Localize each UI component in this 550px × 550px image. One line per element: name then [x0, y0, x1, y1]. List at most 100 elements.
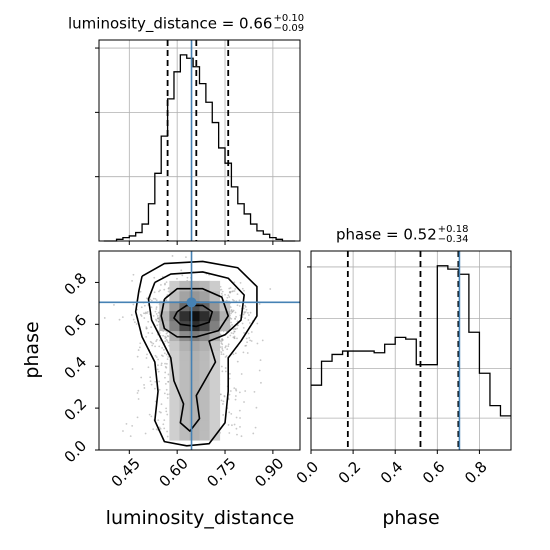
scatter-point: [137, 349, 140, 351]
density-cell: [219, 310, 231, 322]
scatter-point: [224, 346, 227, 349]
axes-frame: [98, 250, 301, 451]
scatter-point: [235, 427, 238, 430]
scatter-point: [163, 419, 166, 422]
scatter-point: [229, 291, 231, 293]
scatter-point: [163, 352, 166, 355]
scatter-point: [152, 315, 155, 317]
y-tick-label: 0.8: [61, 269, 91, 299]
scatter-point: [236, 304, 239, 307]
scatter-point: [234, 352, 237, 355]
density-cell: [179, 420, 190, 431]
scatter-point: [156, 368, 159, 371]
scatter-point: [239, 417, 241, 419]
scatter-point: [152, 428, 155, 431]
density-cell: [169, 340, 180, 351]
scatter-point: [226, 336, 229, 339]
scatter-point: [146, 353, 148, 356]
scatter-point: [247, 319, 250, 321]
scatter-point: [238, 299, 241, 302]
scatter-point: [154, 345, 156, 348]
scatter-point: [227, 343, 230, 346]
scatter-point: [157, 358, 159, 361]
scatter-point: [250, 331, 253, 333]
scatter-point: [161, 346, 164, 349]
scatter-point: [241, 287, 244, 290]
scatter-point: [153, 291, 156, 294]
density-cell: [169, 390, 180, 401]
scatter-point: [165, 281, 168, 284]
scatter-point: [156, 338, 158, 341]
scatter-point: [157, 320, 160, 323]
density-cell: [189, 430, 200, 441]
scatter-point: [167, 341, 170, 344]
scatter-point: [145, 357, 148, 359]
scatter-point: [159, 289, 161, 292]
density-cell: [169, 280, 180, 292]
scatter-point: [163, 427, 166, 430]
scatter-point: [150, 383, 153, 386]
scatter-point: [231, 311, 234, 313]
scatter-point: [135, 323, 138, 325]
scatter-point: [220, 288, 223, 291]
scatter-point: [244, 344, 247, 347]
contour-line: [134, 260, 258, 447]
density-cell: [159, 320, 170, 332]
x-tick-label: 0.6: [419, 458, 449, 488]
scatter-point: [228, 411, 231, 414]
luminosity-distance-title: luminosity_distance = 0.66 +0.10 −0.09: [68, 14, 304, 34]
phase-title: phase = 0.52 +0.18 −0.34: [336, 225, 468, 245]
x-axis-label-phase: phase: [382, 507, 439, 529]
phase-histogram-panel: 0.0 0.2 0.4 0.6 0.8: [293, 250, 512, 488]
scatter-point: [159, 427, 162, 430]
scatter-point: [165, 299, 168, 302]
scatter-point: [222, 349, 224, 352]
scatter-point: [154, 310, 157, 313]
scatter-point: [121, 316, 124, 319]
scatter-point: [239, 425, 241, 428]
scatter-point: [231, 323, 234, 326]
y-tick-label: 0.4: [61, 353, 91, 383]
scatter-point: [167, 290, 170, 293]
density-cell: [209, 320, 221, 332]
density-cell: [199, 310, 211, 322]
density-cell: [199, 380, 211, 391]
scatter-point: [146, 310, 149, 313]
scatter-point: [226, 296, 229, 299]
density-cell: [189, 370, 200, 381]
phase-lower-error: −0.34: [437, 234, 469, 245]
scatter-point: [149, 380, 152, 382]
scatter-point: [259, 359, 262, 362]
contour-line: [160, 287, 230, 338]
scatter-point: [136, 392, 139, 394]
density-cell: [169, 380, 180, 391]
x-tick-label: 0.60: [155, 454, 191, 490]
density-cell: [199, 360, 211, 371]
scatter-point: [149, 298, 152, 301]
density-cell: [209, 310, 221, 322]
scatter-point: [160, 284, 162, 286]
density-cell: [209, 350, 221, 361]
scatter-point: [143, 384, 145, 386]
scatter-point: [166, 358, 169, 361]
scatter-point: [158, 380, 161, 383]
scatter-point: [246, 352, 249, 354]
scatter-point: [254, 426, 257, 429]
density-cell: [209, 400, 221, 411]
y-tick-label: 0.0: [61, 437, 91, 467]
scatter-point: [228, 287, 231, 290]
density-cell: [179, 410, 190, 421]
density-cell: [189, 410, 200, 421]
scatter-point: [155, 428, 158, 431]
scatter-point: [166, 397, 169, 399]
scatter-point: [231, 290, 233, 293]
scatter-point: [230, 309, 233, 311]
scatter-point: [233, 387, 236, 390]
density-cell: [169, 430, 180, 441]
scatter-point: [246, 341, 248, 344]
scatter-point: [236, 360, 239, 363]
density-cell: [209, 420, 221, 431]
density-cell: [189, 400, 200, 411]
scatter-point: [231, 424, 233, 427]
density-cell: [199, 340, 211, 351]
